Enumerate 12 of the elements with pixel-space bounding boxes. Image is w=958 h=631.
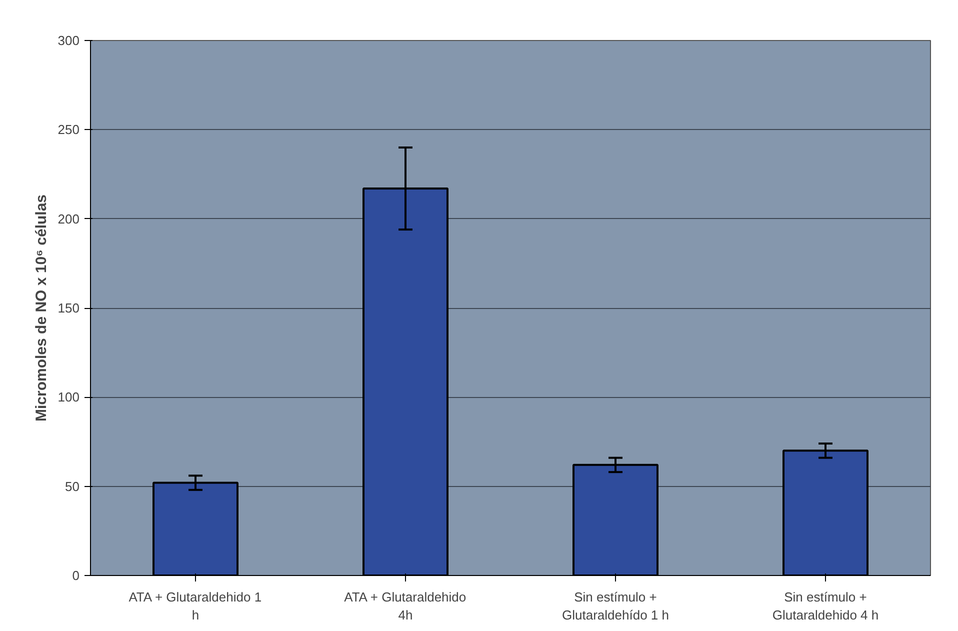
- y-tick-label: 200: [58, 211, 80, 226]
- x-tick-label: Sin estímulo + Glutaraldehído 1 h: [562, 590, 669, 622]
- y-tick-label: 300: [58, 33, 80, 48]
- y-tick-label: 100: [58, 390, 80, 405]
- y-tick-label: 50: [65, 478, 80, 494]
- y-tick-label: 150: [58, 300, 80, 316]
- x-tick-label: Sin estímulo + Glutaraldehido 4 h: [772, 590, 879, 622]
- y-tick-label: 0: [72, 568, 80, 583]
- x-tick-label: ATA + Glutaraldehido 1 h: [128, 590, 262, 622]
- y-axis-title: Micromoles de NO x 10⁶ células: [32, 194, 50, 422]
- y-tick-label: 250: [58, 122, 80, 138]
- x-tick-label: ATA + Glutaraldehido 4h: [344, 590, 466, 622]
